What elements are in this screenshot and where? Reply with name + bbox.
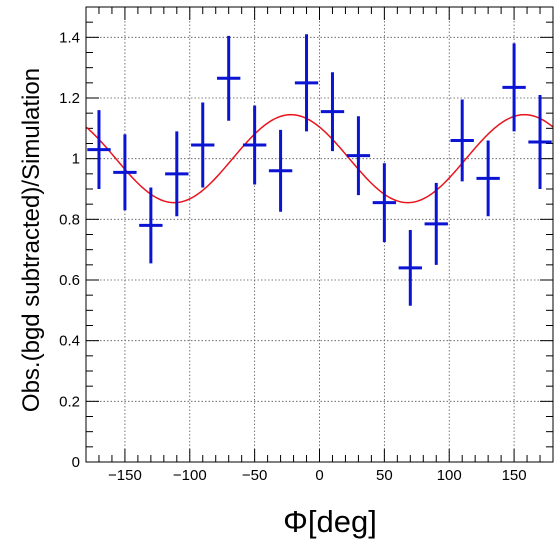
y-tick-label: 0.8 xyxy=(59,211,80,228)
y-tick-label: 0 xyxy=(72,454,80,471)
data-points-layer xyxy=(87,34,552,306)
data-point xyxy=(424,182,448,265)
x-tick-label: −50 xyxy=(242,467,267,484)
data-point xyxy=(398,229,422,306)
x-tick-labels: −150 −100 −50 0 50 100 150 xyxy=(108,467,527,484)
data-point xyxy=(502,43,526,132)
y-tick-label: 1.2 xyxy=(59,90,80,107)
y-tick-label: 1 xyxy=(72,151,80,168)
data-point xyxy=(294,34,319,132)
grid-lines xyxy=(86,7,553,463)
y-axis-title: Obs.(bgd subtracted)/Simulation xyxy=(18,68,45,412)
data-point xyxy=(320,72,345,152)
axis-ticks xyxy=(85,6,554,463)
x-tick-label: 100 xyxy=(437,467,462,484)
data-point xyxy=(139,187,163,264)
data-point xyxy=(87,110,111,189)
data-point xyxy=(113,134,137,211)
fit-curve xyxy=(85,113,554,204)
data-point xyxy=(165,131,189,217)
x-tick-label: 0 xyxy=(315,467,323,484)
x-axis-title: Φ[deg] xyxy=(283,504,377,539)
data-point xyxy=(346,116,371,196)
x-tick-label: −100 xyxy=(173,467,207,484)
y-tick-labels: 0 0.2 0.4 0.6 0.8 1 1.2 1.4 xyxy=(59,29,80,471)
data-point xyxy=(372,163,397,243)
x-tick-label: 150 xyxy=(502,467,527,484)
y-tick-label: 0.4 xyxy=(59,333,80,350)
y-tick-label: 0.2 xyxy=(59,393,80,410)
plot-frame xyxy=(85,6,554,463)
data-point xyxy=(528,94,552,189)
fit-curve-layer xyxy=(85,113,554,204)
data-point xyxy=(217,35,241,121)
x-tick-label: −150 xyxy=(108,467,142,484)
x-tick-label: 50 xyxy=(376,467,393,484)
data-point xyxy=(268,129,293,212)
y-tick-label: 1.4 xyxy=(59,29,80,46)
data-point xyxy=(476,140,500,217)
data-point xyxy=(191,102,215,188)
y-tick-label: 0.6 xyxy=(59,272,80,289)
data-point xyxy=(242,105,267,185)
data-point xyxy=(450,99,474,182)
